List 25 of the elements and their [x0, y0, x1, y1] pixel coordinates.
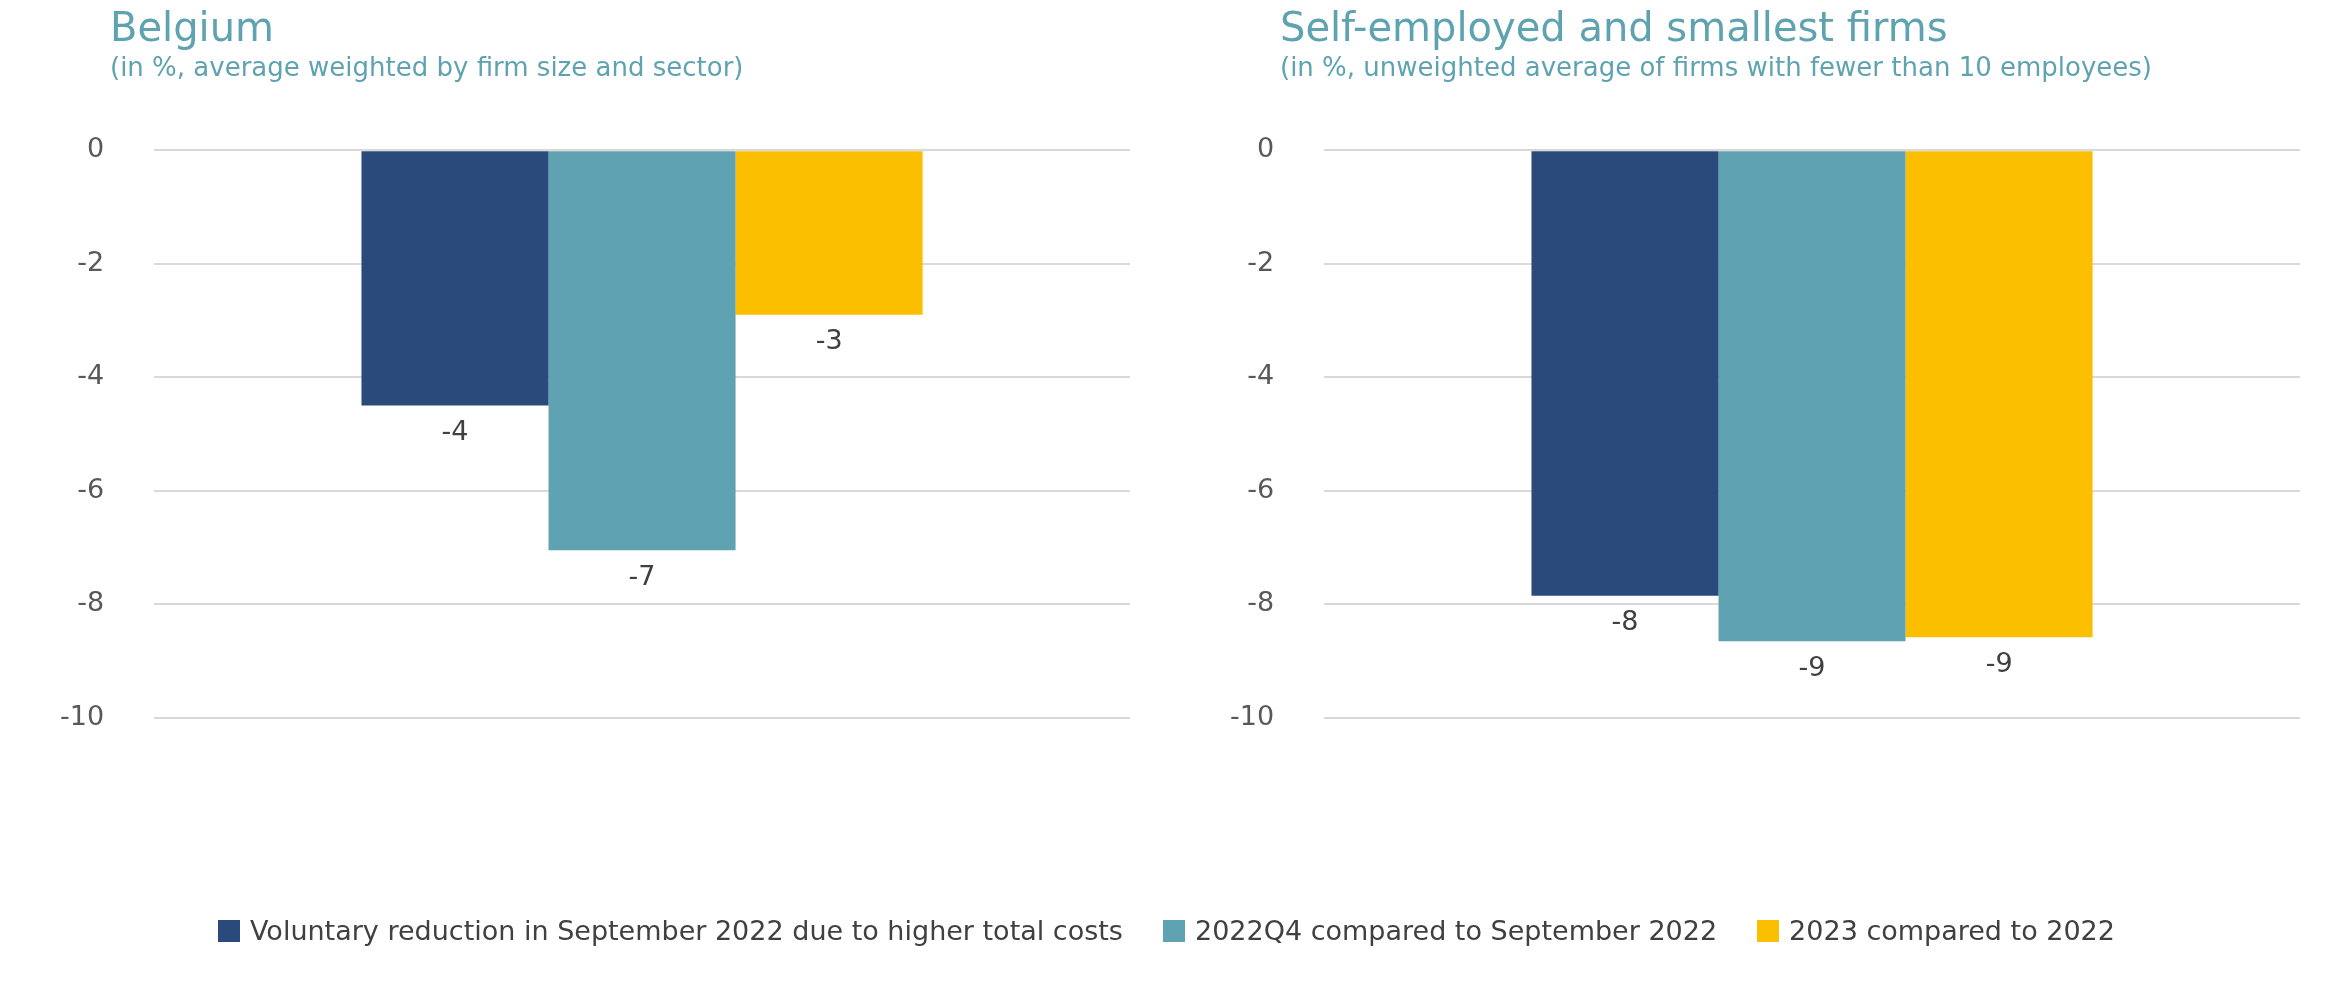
legend-label: Voluntary reduction in September 2022 due to higher total costs: [250, 915, 1123, 946]
data-label: -8: [1611, 605, 1639, 637]
chart-title: Belgium: [110, 4, 275, 50]
data-label: -7: [628, 559, 656, 591]
y-tick-label: 0: [86, 132, 105, 164]
chart-subtitle: (in %, average weighted by firm size and sector): [110, 51, 745, 84]
y-tick-label: -2: [1247, 245, 1275, 277]
chart-subtitle: (in %, unweighted average of firms with fewer than 10 employees): [1280, 51, 2153, 84]
y-tick-label: -6: [77, 472, 105, 504]
y-tick-label: -4: [1247, 359, 1275, 391]
y-tick-label: -10: [1229, 699, 1275, 731]
y-tick-label: -2: [77, 245, 105, 277]
data-label: -3: [815, 324, 843, 356]
y-tick-label: -6: [1247, 472, 1275, 504]
y-tick-label: -4: [77, 359, 105, 391]
y-tick-label: -10: [59, 699, 105, 731]
y-tick-label: -8: [77, 586, 105, 618]
legend-label: 2023 compared to 2022: [1789, 915, 2115, 946]
y-tick-label: -8: [1247, 586, 1275, 618]
data-label: -9: [1985, 646, 2013, 678]
data-label: -9: [1798, 650, 1826, 682]
y-tick-label: 0: [1256, 132, 1275, 164]
data-label: -4: [441, 415, 469, 447]
legend-label: 2022Q4 compared to September 2022: [1194, 915, 1718, 946]
chart-title: Self-employed and smallest firms: [1280, 4, 1949, 50]
